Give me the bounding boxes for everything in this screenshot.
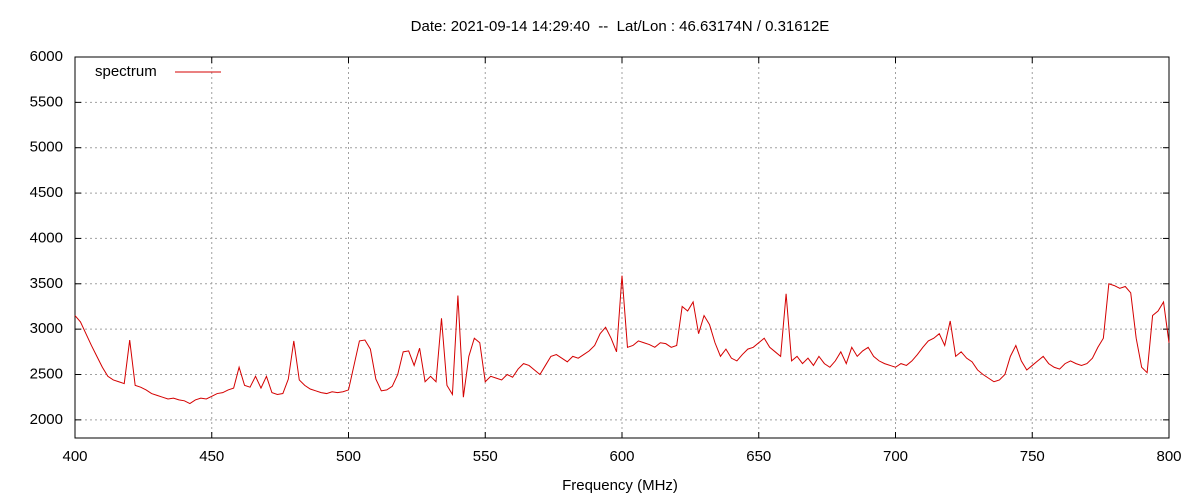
y-tick-label: 4000 — [30, 229, 63, 246]
spectrum-line — [74, 275, 1170, 405]
y-tick-label: 2000 — [30, 411, 63, 428]
y-tick-label: 6000 — [30, 48, 63, 65]
x-tick-label: 700 — [883, 448, 908, 465]
x-tick-label: 400 — [62, 448, 87, 465]
x-tick-label: 450 — [199, 448, 224, 465]
chart-title: Date: 2021-09-14 14:29:40 -- Lat/Lon : 4… — [411, 18, 830, 35]
y-tick-label: 2500 — [30, 365, 63, 382]
x-axis-label: Frequency (MHz) — [562, 477, 678, 494]
y-tick-label: 5000 — [30, 139, 63, 156]
y-tick-label: 3500 — [30, 275, 63, 292]
plot-border — [74, 56, 1170, 439]
x-tick-label: 750 — [1020, 448, 1045, 465]
x-tick-label: 500 — [336, 448, 361, 465]
x-tick-label: 550 — [473, 448, 498, 465]
x-tick-label: 600 — [609, 448, 634, 465]
x-tick-label: 650 — [746, 448, 771, 465]
y-tick-label: 4500 — [30, 184, 63, 201]
x-tick-label: 800 — [1156, 448, 1181, 465]
y-tick-label: 3000 — [30, 320, 63, 337]
legend-label: spectrum — [95, 63, 157, 80]
y-tick-label: 5500 — [30, 93, 63, 110]
